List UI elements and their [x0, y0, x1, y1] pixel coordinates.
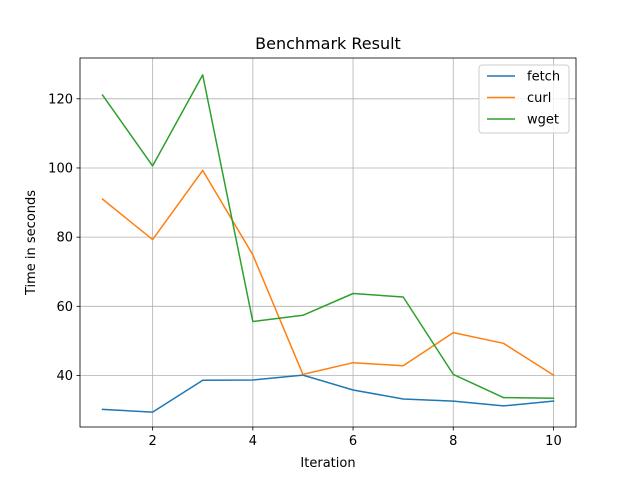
y-tick-label: 100: [48, 161, 73, 176]
y-tick-label: 120: [48, 92, 73, 107]
x-tick-label: 8: [449, 434, 457, 449]
chart-title: Benchmark Result: [255, 34, 401, 53]
x-tick-label: 6: [349, 434, 357, 449]
x-tick-label: 10: [545, 434, 562, 449]
y-tick-label: 40: [56, 369, 73, 384]
x-tick-label: 2: [149, 434, 157, 449]
legend-label-fetch: fetch: [527, 70, 560, 85]
legend: fetch curl wget: [478, 64, 570, 134]
plot-area-frame: [79, 57, 577, 428]
y-axis-ticks: 40 60 80 100 120: [48, 92, 80, 384]
legend-box: [478, 64, 570, 134]
legend-label-curl: curl: [527, 91, 551, 106]
series-lines: [101, 74, 555, 413]
series-line-wget: [101, 74, 555, 400]
x-axis-label: Iteration: [300, 456, 355, 471]
x-tick-label: 4: [249, 434, 257, 449]
series-line-fetch: [101, 374, 555, 413]
y-axis-label: Time in seconds: [24, 190, 39, 296]
series-line-curl: [101, 169, 555, 377]
y-tick-label: 80: [56, 231, 73, 246]
x-axis-ticks: 2 4 6 8 10: [149, 427, 562, 449]
y-tick-label: 60: [56, 300, 73, 315]
legend-label-wget: wget: [527, 113, 559, 128]
